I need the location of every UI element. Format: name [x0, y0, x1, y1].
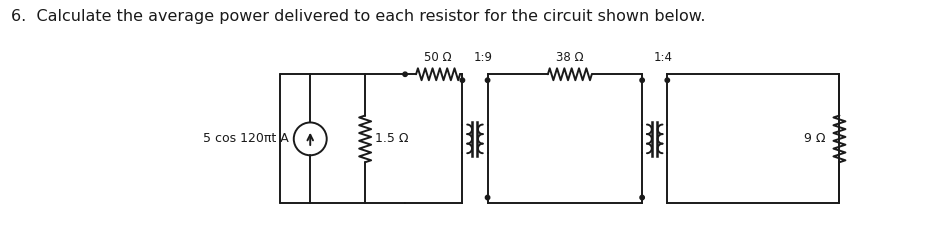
- Text: 50 Ω: 50 Ω: [424, 51, 451, 64]
- Circle shape: [485, 78, 490, 82]
- Circle shape: [402, 72, 407, 76]
- Circle shape: [639, 195, 644, 200]
- Circle shape: [485, 195, 490, 200]
- Text: 9 Ω: 9 Ω: [803, 132, 825, 145]
- Circle shape: [460, 78, 464, 82]
- Text: 5 cos 120πt A: 5 cos 120πt A: [202, 132, 288, 145]
- Circle shape: [639, 78, 644, 82]
- Text: 1:4: 1:4: [652, 51, 671, 64]
- Circle shape: [665, 78, 669, 82]
- Text: 38 Ω: 38 Ω: [555, 51, 583, 64]
- Text: 1:9: 1:9: [473, 51, 492, 64]
- Text: 6.  Calculate the average power delivered to each resistor for the circuit shown: 6. Calculate the average power delivered…: [10, 9, 705, 24]
- Text: 1.5 Ω: 1.5 Ω: [374, 132, 408, 145]
